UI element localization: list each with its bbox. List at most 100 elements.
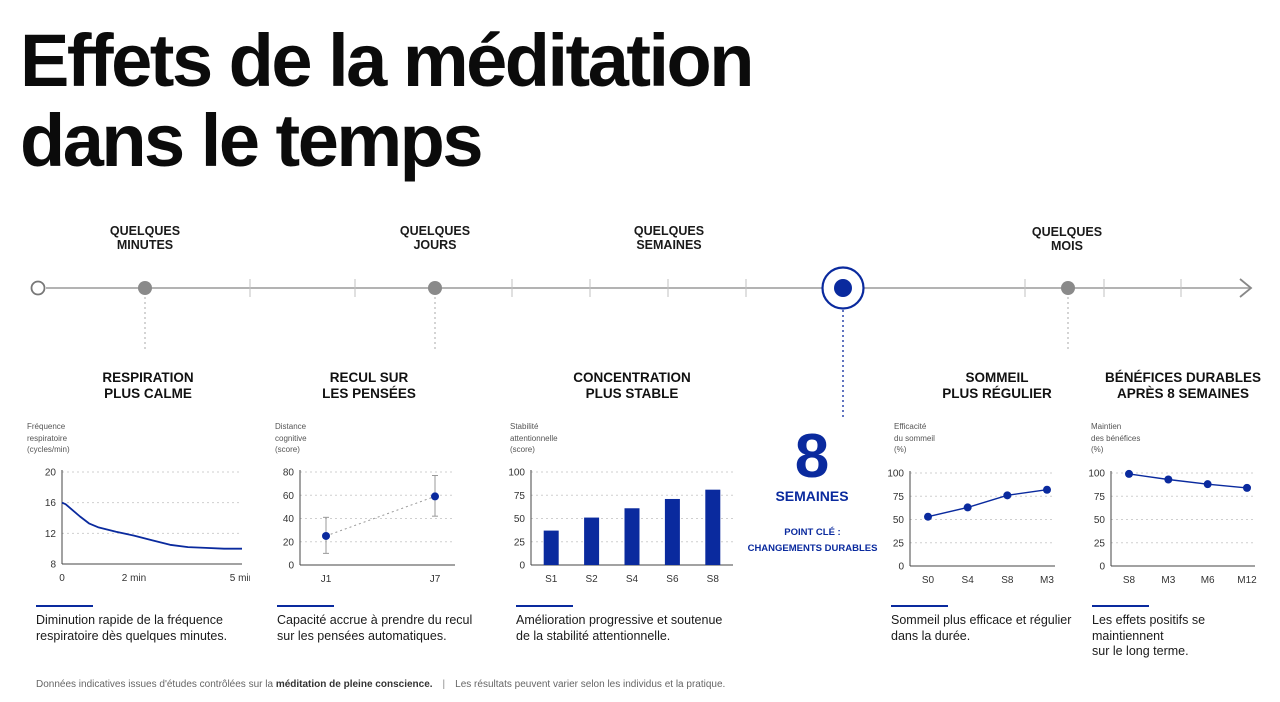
y-tick-label: 100 [887,469,904,480]
y-tick-label: 50 [514,514,526,525]
y-tick-label: 40 [283,514,295,525]
description-accent-bar [516,605,573,607]
bar [664,498,680,565]
data-point [963,503,972,512]
description-accent-bar [36,605,93,607]
data-point [431,492,439,501]
x-tick-label: S6 [666,574,679,585]
y-tick-label: 100 [508,468,525,479]
timeline-arrow-icon [1239,278,1253,298]
footer-separator: | [442,679,446,690]
x-tick-label: J1 [321,574,332,585]
y-tick-label: 12 [45,529,57,540]
chart-lasting-benefits: 0 25 50 75 100 S8 M3 M6 M12 [1088,469,1257,587]
x-tick-label: S8 [1123,575,1136,586]
timeline [30,266,1253,420]
section-title-breathing: RESPIRATION PLUS CALME [102,370,194,401]
bar [543,530,559,565]
bar [624,508,640,565]
chart-cognitive-distance: 0 20 40 60 80 J1 J7 [283,468,455,585]
description-distance: Capacité accrue à prendre du recul sur l… [277,613,473,643]
timeline-node-8-weeks [834,279,852,297]
series-line [1128,473,1248,489]
x-tick-label: J7 [430,574,441,585]
highlight-number: 8 [794,422,830,491]
data-point [1043,485,1051,494]
x-tick-label: 5 min [230,573,250,584]
x-tick-label: S0 [922,575,935,586]
timeline-label-months: QUELQUES MOIS [1031,225,1103,253]
y-tick-label: 0 [288,561,294,572]
chart4-ylabel: Efficacité du sommeil (%) [894,422,935,454]
description-accent-bar [277,605,334,607]
data-point [1243,483,1251,492]
y-tick-label: 0 [1099,562,1105,573]
key-point-text: CHANGEMENTS DURABLES [747,543,878,554]
chart1-ylabel: Fréquence respiratoire (cycles/min) [27,422,70,454]
page-title-line-2: dans le temps [20,99,484,182]
timeline-connectors [144,297,1069,352]
y-tick-label: 100 [1088,469,1105,480]
y-tick-label: 25 [514,537,526,548]
chart3-ylabel: Stabilité attentionnelle (score) [510,422,558,454]
y-tick-label: 80 [283,468,295,479]
timeline-label-weeks: QUELQUES SEMAINES [633,224,705,252]
description-accent-bar [1092,605,1149,607]
y-tick-label: 0 [898,562,904,573]
x-tick-label: M3 [1161,575,1175,586]
x-tick-label: S8 [1001,575,1014,586]
y-tick-label: 75 [1094,492,1106,503]
y-tick-label: 60 [283,491,295,502]
data-point [1203,480,1212,489]
y-tick-label: 50 [1094,515,1106,526]
x-tick-label: 2 min [122,573,146,584]
timeline-node-days [428,281,442,295]
chart-breathing-rate: 8 12 16 20 0 2 min 5 min [45,468,250,585]
chart2-ylabel: Distance cognitive (score) [275,422,307,454]
chart5-ylabel: Maintien des bénéfices (%) [1091,422,1141,454]
description-accent-bar [891,605,948,607]
x-tick-label: S4 [962,575,975,586]
x-tick-label: S2 [585,574,598,585]
data-point [924,512,932,521]
trend-line [325,495,436,537]
footer-text: Données indicatives issues d'études cont… [36,679,276,690]
highlight-unit: SEMAINES [775,488,849,504]
section-title-sleep: SOMMEIL PLUS RÉGULIER [942,370,1052,401]
y-tick-label: 0 [519,561,525,572]
section-title-lasting: BÉNÉFICES DURABLES APRÈS 8 SEMAINES [1104,370,1261,401]
timeline-node-minutes [138,281,152,295]
bar [584,517,600,565]
description-sleep: Sommeil plus efficace et régulier dans l… [891,613,1072,643]
key-point-label: POINT CLÉ : [784,527,841,538]
description-lasting: Les effets positifs se maintiennent sur … [1092,613,1206,658]
y-tick-label: 20 [45,468,57,479]
data-point [322,531,330,540]
chart-sleep-efficiency: 0 25 50 75 100 S0 S4 S8 M3 [887,469,1055,586]
timeline-node-months [1061,281,1075,295]
y-tick-label: 75 [893,492,905,503]
y-tick-label: 50 [893,515,905,526]
data-point [1003,491,1012,500]
y-tick-label: 8 [50,560,56,571]
footer-bold-text: méditation de pleine conscience. [275,679,433,690]
y-tick-label: 16 [45,498,57,509]
data-point [1125,469,1133,478]
y-tick-label: 25 [893,538,905,549]
y-tick-label: 20 [283,537,295,548]
description-breathing: Diminution rapide de la fréquence respir… [36,613,228,643]
footer-note: Données indicatives issues d'études cont… [36,679,725,690]
bar [705,489,721,565]
timeline-ticks [249,279,1182,297]
x-tick-label: M3 [1040,575,1054,586]
description-concentration: Amélioration progressive et soutenue de … [516,613,723,643]
section-title-distance: RECUL SUR LES PENSÉES [322,370,416,401]
data-point [1164,475,1173,484]
x-tick-label: M6 [1201,575,1215,586]
footer-disclaimer: Les résultats peuvent varier selon les i… [455,679,726,690]
timeline-label-minutes: QUELQUES MINUTES [109,224,181,252]
series-line [927,489,1048,518]
section-title-concentration: CONCENTRATION PLUS STABLE [573,370,691,401]
y-tick-label: 75 [514,491,526,502]
x-tick-label: S4 [626,574,639,585]
